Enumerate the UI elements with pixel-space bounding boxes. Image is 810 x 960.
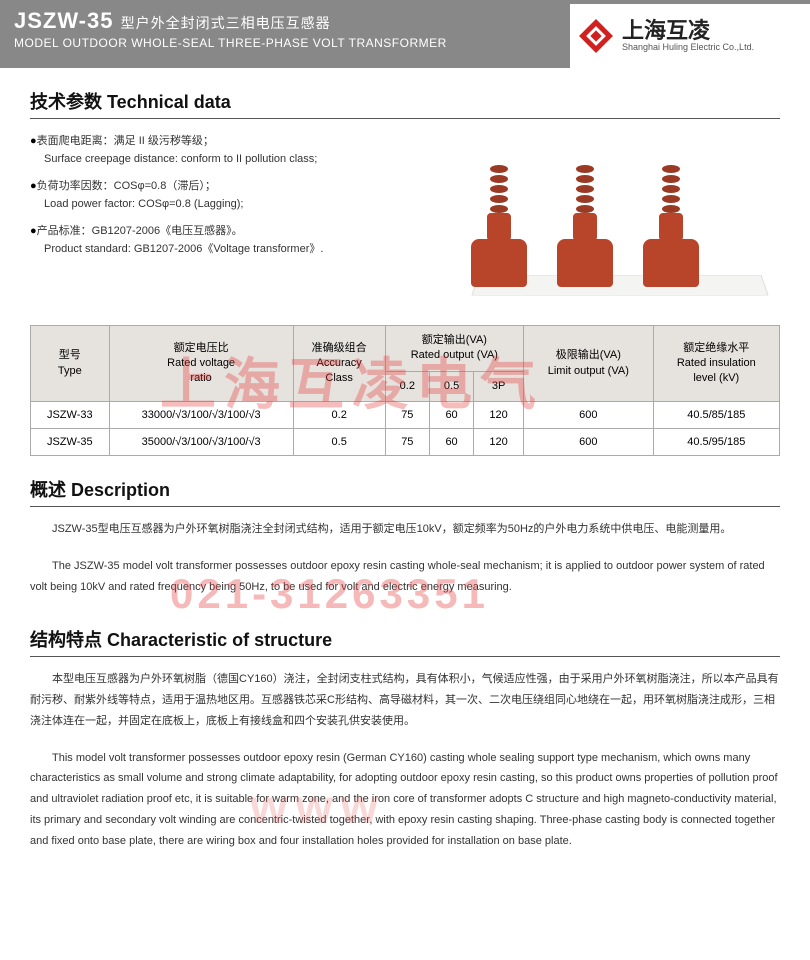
struct-para-cn: 本型电压互感器为户外环氧树脂（德国CY160）浇注，全封闭支柱式结构，具有体积小… xyxy=(0,661,810,740)
tech-item-cn: 负荷功率因数：COSφ=0.8（滞后）； xyxy=(37,180,216,192)
bullet-icon: ● xyxy=(30,135,37,147)
td-r3p: 120 xyxy=(474,402,524,429)
th-limit: 极限输出(VA) Limit output (VA) xyxy=(524,326,654,402)
struct-title-cn: 结构特点 xyxy=(30,630,102,650)
th-rated-out: 额定输出(VA) Rated output (VA) xyxy=(385,326,523,372)
th-sub: 0.5 xyxy=(429,371,473,401)
transformer-unit xyxy=(640,167,702,287)
struct-para-en: This model volt transformer possesses ou… xyxy=(0,740,810,860)
tech-item-en: Surface creepage distance: conform to II… xyxy=(30,151,460,169)
company-name-en: Shanghai Huling Electric Co.,Ltd. xyxy=(622,42,754,52)
tech-item-en: Product standard: GB1207-2006《Voltage tr… xyxy=(30,241,460,259)
tech-item: ●表面爬电距离：满足 II 级污秽等级； Surface creepage di… xyxy=(30,133,460,168)
td-acc: 0.5 xyxy=(293,429,385,456)
td-insul: 40.5/85/185 xyxy=(653,402,779,429)
tech-body: ●表面爬电距离：满足 II 级污秽等级； Surface creepage di… xyxy=(0,123,810,321)
model-sub-en: MODEL OUTDOOR WHOLE-SEAL THREE-PHASE VOL… xyxy=(14,36,556,50)
section-desc-title: 概述 Description xyxy=(0,456,810,511)
page-header: JSZW-35 型户外全封闭式三相电压互感器 MODEL OUTDOOR WHO… xyxy=(0,0,810,68)
td-ratio: 35000/√3/100/√3/100/√3 xyxy=(109,429,293,456)
tech-item-cn: 表面爬电距离：满足 II 级污秽等级； xyxy=(37,135,214,147)
td-r3p: 120 xyxy=(474,429,524,456)
tech-item-cn: 产品标准：GB1207-2006《电压互感器》。 xyxy=(37,225,243,237)
bullet-icon: ● xyxy=(30,225,37,237)
tech-title-cn: 技术参数 xyxy=(30,92,102,112)
section-tech-title: 技术参数 Technical data xyxy=(0,68,810,123)
table-row: JSZW-35 35000/√3/100/√3/100/√3 0.5 75 60… xyxy=(31,429,780,456)
transformer-unit xyxy=(554,167,616,287)
td-acc: 0.2 xyxy=(293,402,385,429)
td-type: JSZW-35 xyxy=(31,429,110,456)
company-logo-icon xyxy=(576,16,616,56)
tech-item: ●产品标准：GB1207-2006《电压互感器》。 Product standa… xyxy=(30,223,460,258)
td-insul: 40.5/95/185 xyxy=(653,429,779,456)
th-insul: 额定绝缘水平 Rated insulation level (kV) xyxy=(653,326,779,402)
company-name-cn: 上海互凌 xyxy=(622,20,754,42)
model-code: JSZW-35 xyxy=(14,8,113,33)
td-r05: 60 xyxy=(429,429,473,456)
desc-para-en: The JSZW-35 model volt transformer posse… xyxy=(0,548,810,606)
desc-para-cn: JSZW-35型电压互感器为户外环氧树脂浇注全封闭式结构，适用于额定电压10kV… xyxy=(0,511,810,548)
td-ratio: 33000/√3/100/√3/100/√3 xyxy=(109,402,293,429)
product-illustration xyxy=(460,133,780,313)
th-ratio: 额定电压比 Rated voltage ratio xyxy=(109,326,293,402)
th-sub: 0.2 xyxy=(385,371,429,401)
td-type: JSZW-33 xyxy=(31,402,110,429)
tech-title-en: Technical data xyxy=(107,92,231,112)
td-r02: 75 xyxy=(385,402,429,429)
transformer-unit xyxy=(468,167,530,287)
header-title-block: JSZW-35 型户外全封闭式三相电压互感器 MODEL OUTDOOR WHO… xyxy=(0,0,570,68)
desc-title-en: Description xyxy=(71,480,170,500)
td-limit: 600 xyxy=(524,429,654,456)
desc-title-cn: 概述 xyxy=(30,480,66,500)
tech-list: ●表面爬电距离：满足 II 级污秽等级； Surface creepage di… xyxy=(30,133,460,313)
model-cn: 型户外全封闭式三相电压互感器 xyxy=(121,15,331,31)
table-row: JSZW-33 33000/√3/100/√3/100/√3 0.2 75 60… xyxy=(31,402,780,429)
th-sub: 3P xyxy=(474,371,524,401)
table-header-row: 型号 Type 额定电压比 Rated voltage ratio 准确级组合 … xyxy=(31,326,780,372)
td-r05: 60 xyxy=(429,402,473,429)
section-struct-title: 结构特点 Characteristic of structure xyxy=(0,606,810,661)
tech-item-en: Load power factor: COSφ=0.8 (Lagging); xyxy=(30,196,460,214)
tech-item: ●负荷功率因数：COSφ=0.8（滞后）； Load power factor:… xyxy=(30,178,460,213)
model-line: JSZW-35 型户外全封闭式三相电压互感器 xyxy=(14,8,556,34)
td-limit: 600 xyxy=(524,402,654,429)
th-accuracy: 准确级组合 Accuracy Class xyxy=(293,326,385,402)
bullet-icon: ● xyxy=(30,180,37,192)
struct-title-en: Characteristic of structure xyxy=(107,630,332,650)
spec-table: 型号 Type 额定电压比 Rated voltage ratio 准确级组合 … xyxy=(30,325,780,456)
th-type: 型号 Type xyxy=(31,326,110,402)
td-r02: 75 xyxy=(385,429,429,456)
header-company: 上海互凌 Shanghai Huling Electric Co.,Ltd. xyxy=(570,0,810,68)
company-text: 上海互凌 Shanghai Huling Electric Co.,Ltd. xyxy=(622,20,754,52)
